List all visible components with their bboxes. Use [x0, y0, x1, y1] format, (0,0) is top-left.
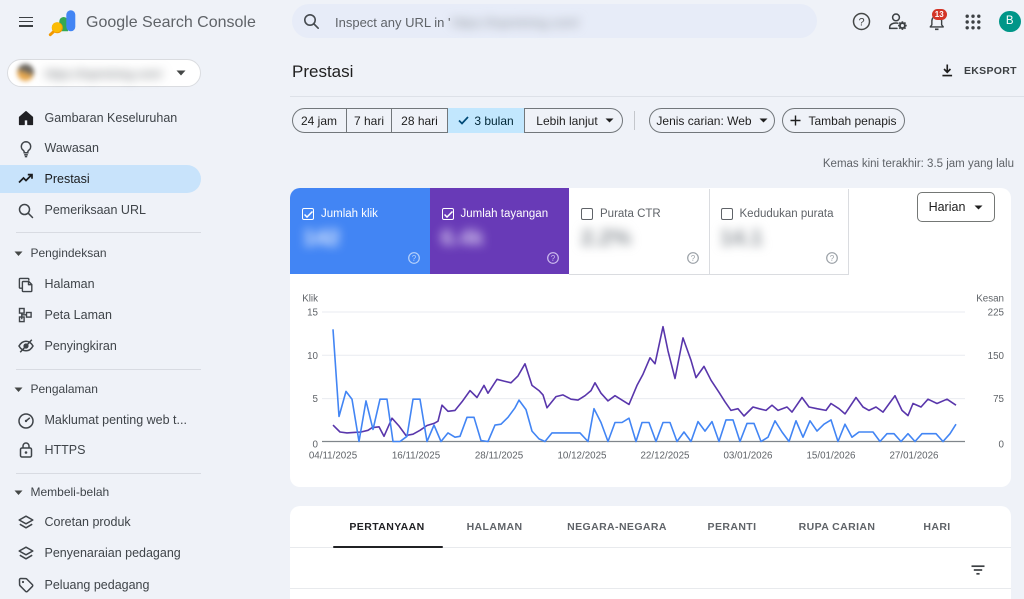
- svg-text:5: 5: [313, 394, 319, 405]
- svg-text:03/01/2026: 03/01/2026: [723, 451, 773, 462]
- svg-text:?: ?: [412, 254, 417, 263]
- svg-text:?: ?: [858, 17, 864, 29]
- svg-text:150: 150: [988, 351, 1005, 362]
- svg-text:Klik: Klik: [302, 294, 318, 305]
- svg-text:?: ?: [691, 254, 696, 263]
- svg-text:Kesan: Kesan: [976, 294, 1004, 305]
- svg-text:75: 75: [993, 394, 1004, 405]
- svg-text:10/12/2025: 10/12/2025: [557, 451, 607, 462]
- svg-text:225: 225: [988, 308, 1005, 319]
- svg-text:15/01/2026: 15/01/2026: [806, 451, 856, 462]
- svg-text:0: 0: [313, 440, 319, 451]
- svg-text:?: ?: [830, 254, 835, 263]
- svg-text:16/11/2025: 16/11/2025: [392, 451, 441, 462]
- svg-text:15: 15: [307, 308, 318, 319]
- svg-text:?: ?: [551, 254, 556, 263]
- svg-text:0: 0: [999, 440, 1005, 451]
- svg-text:27/01/2026: 27/01/2026: [889, 451, 939, 462]
- svg-text:28/11/2025: 28/11/2025: [475, 451, 524, 462]
- svg-text:04/11/2025: 04/11/2025: [309, 451, 358, 462]
- svg-text:10: 10: [307, 351, 318, 362]
- svg-text:22/12/2025: 22/12/2025: [640, 451, 690, 462]
